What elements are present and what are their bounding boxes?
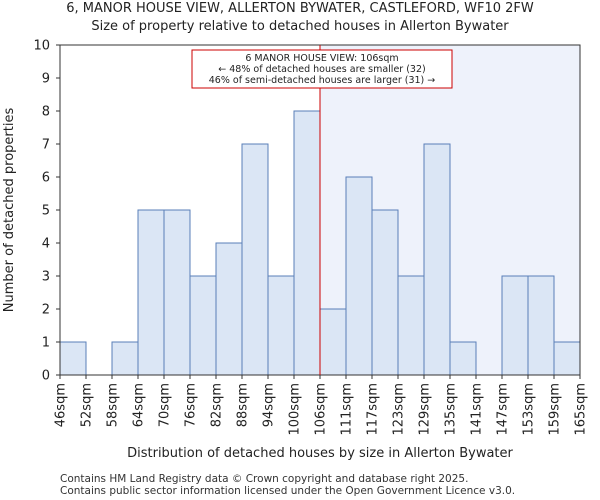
x-tick-label: 70sqm	[158, 383, 173, 427]
y-tick-label: 9	[42, 72, 50, 87]
annotation-line-3: 46% of semi-detached houses are larger (…	[209, 75, 436, 86]
bar-159sqm	[553, 341, 581, 376]
x-axis-label: Distribution of detached houses by size …	[127, 446, 513, 461]
y-tick-label: 2	[42, 303, 50, 318]
y-tick-label: 1	[42, 336, 50, 351]
y-tick-label: 10	[33, 39, 50, 54]
x-tick-label: 88sqm	[236, 383, 251, 427]
x-tick-label: 94sqm	[262, 383, 277, 427]
bar-147sqm	[501, 275, 529, 376]
bar-111sqm	[345, 176, 373, 376]
x-tick-label: 135sqm	[444, 383, 459, 436]
y-tick-label: 4	[42, 237, 50, 252]
footer-copyright: Contains HM Land Registry data © Crown c…	[60, 473, 469, 485]
x-tick-label: 111sqm	[340, 383, 355, 436]
x-tick-label: 147sqm	[496, 383, 511, 436]
histogram-chart: 0 1 2 3 4 5 6 7 8 9 10 46sqm 52sqm 58sqm 64sqm 70sqm 76s…	[2, 39, 589, 462]
x-tick-label: 123sqm	[392, 383, 407, 436]
bar-76sqm	[189, 275, 217, 376]
x-tick-label: 153sqm	[522, 383, 537, 436]
bar-135sqm	[449, 341, 477, 376]
bar-82sqm	[215, 242, 243, 376]
y-axis-label: Number of detached properties	[2, 108, 17, 313]
x-tick-label: 58sqm	[106, 383, 121, 427]
bar-100sqm	[293, 110, 321, 376]
x-tick-label: 82sqm	[210, 383, 225, 427]
bar-117sqm	[371, 209, 399, 376]
annotation-line-2: ← 48% of detached houses are smaller (32…	[218, 64, 425, 75]
chart-subtitle: Size of property relative to detached ho…	[91, 19, 509, 34]
bar-46sqm	[59, 341, 87, 376]
x-tick-label: 46sqm	[54, 383, 69, 427]
x-tick-label: 159sqm	[548, 383, 563, 436]
x-tick-label: 129sqm	[418, 383, 433, 436]
y-tick-label: 6	[42, 171, 50, 186]
y-tick-label: 7	[42, 138, 50, 153]
bar-123sqm	[397, 275, 425, 376]
x-tick-label: 117sqm	[366, 383, 381, 436]
x-tick-label: 64sqm	[132, 383, 147, 427]
bar-70sqm	[163, 209, 191, 376]
y-tick-label: 5	[42, 204, 50, 219]
chart-title: 6, MANOR HOUSE VIEW, ALLERTON BYWATER, C…	[66, 1, 534, 16]
annotation-box	[191, 49, 453, 89]
bar-129sqm	[423, 143, 451, 376]
bar-153sqm	[527, 275, 555, 376]
bar-64sqm	[137, 209, 165, 376]
y-tick-label: 3	[42, 270, 50, 285]
bar-58sqm	[111, 341, 139, 376]
x-tick-label: 52sqm	[80, 383, 95, 427]
y-tick-label: 8	[42, 105, 50, 120]
bar-88sqm	[241, 143, 269, 376]
y-tick-label: 0	[42, 369, 50, 384]
bar-94sqm	[267, 275, 295, 376]
bar-106sqm	[319, 308, 347, 376]
annotation-line-1: 6 MANOR HOUSE VIEW: 106sqm	[245, 53, 398, 64]
x-tick-label: 76sqm	[184, 383, 199, 427]
footer-licence: Contains public sector information licen…	[60, 485, 516, 497]
x-tick-label: 141sqm	[470, 383, 485, 436]
x-tick-label: 165sqm	[574, 383, 589, 436]
x-tick-label: 106sqm	[314, 383, 329, 436]
x-tick-label: 100sqm	[288, 383, 303, 436]
